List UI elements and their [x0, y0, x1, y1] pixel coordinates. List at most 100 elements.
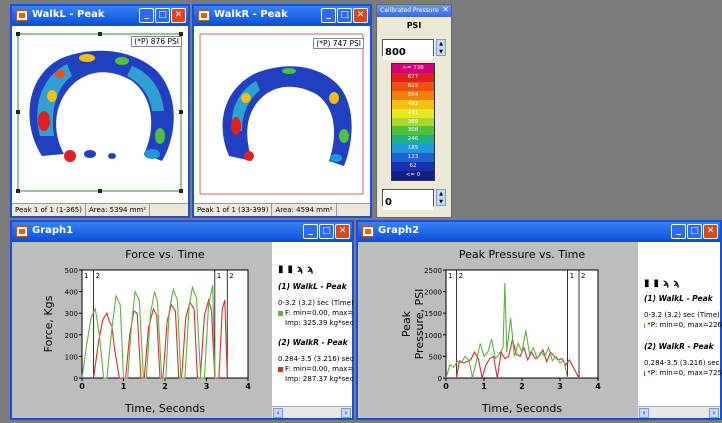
x-tick-label: 4 — [595, 382, 601, 391]
green-swatch — [644, 322, 646, 328]
close-button[interactable]: ✕ — [703, 224, 718, 239]
time-marker-label: 1 — [84, 272, 88, 280]
graph2-titlebar[interactable]: Graph2 _ □ ✕ — [358, 222, 720, 242]
y-tick-label: 400 — [65, 289, 78, 297]
window-title: WalkR - Peak — [214, 9, 288, 20]
scroll-left-button[interactable]: ‹ — [273, 408, 283, 418]
frame-range: Peak 1 of 1 (33-399) — [194, 204, 273, 216]
min-value-spinner[interactable]: ▲ ▼ — [436, 189, 446, 206]
curve-alt-icon[interactable]: ϡ — [673, 278, 684, 289]
graph1-titlebar[interactable]: Graph1 _ □ ✕ — [12, 222, 352, 242]
close-button[interactable]: ✕ — [335, 224, 350, 239]
pressure-map-area[interactable]: (*P) 747 PSI — [194, 26, 370, 216]
window-title: Graph1 — [32, 225, 74, 236]
y-tick-label: 200 — [65, 332, 78, 340]
y-tick-label: 100 — [65, 353, 78, 361]
red-swatch — [278, 366, 283, 372]
calibration-legend-window[interactable]: Calibrated Pressure ✕ PSI ▲▼ >= 73867761… — [376, 4, 452, 218]
series-line-1 — [456, 338, 580, 379]
legend-toolbar: ▮▮ϡϡ — [644, 278, 684, 289]
max-value-field[interactable] — [383, 45, 433, 60]
walkl-titlebar[interactable]: WalkL - Peak _ □ ✕ — [12, 6, 188, 26]
x-axis-label: Time, Seconds — [124, 402, 205, 415]
color-scale-band: 246 — [392, 135, 434, 145]
walkl-pressure-map — [16, 32, 183, 193]
chart-title: Force vs. Time — [125, 248, 205, 261]
horizontal-scrollbar[interactable]: ‹ › — [272, 406, 352, 418]
minimize-button[interactable]: _ — [671, 224, 686, 239]
y-tick-label: 500 — [429, 353, 442, 361]
calibration-titlebar[interactable]: Calibrated Pressure ✕ — [377, 5, 451, 17]
time-marker-label: 2 — [581, 272, 585, 280]
y-tick-label: 0 — [74, 375, 78, 383]
horizontal-scrollbar[interactable]: ‹ › — [638, 406, 720, 418]
graph1-legend-panel: ▮▮ϡϡ (1) WalkL - Peak 0-3.2 (3.2) sec (T… — [272, 242, 354, 418]
legend-1-impulse: Imp: 325.39 kg*sec — [285, 319, 354, 327]
legend-1-range: 0-3.2 (3.2) sec (Time) — [644, 311, 720, 319]
contact-area: Area: 5394 mm² — [86, 204, 151, 216]
curve-alt-icon[interactable]: ϡ — [307, 264, 318, 275]
red-swatch — [644, 370, 646, 376]
color-scale-band: 369 — [392, 117, 434, 127]
close-button[interactable]: ✕ — [353, 8, 368, 23]
walkl-window[interactable]: WalkL - Peak _ □ ✕ — [10, 4, 190, 218]
chart-stats-icon[interactable]: ▮▮ — [278, 264, 298, 275]
chart-stats-icon[interactable]: ▮▮ — [644, 278, 664, 289]
x-tick-label: 1 — [121, 382, 127, 391]
scroll-left-button[interactable]: ‹ — [639, 408, 649, 418]
min-value-field[interactable] — [383, 195, 433, 210]
peak-pressure-badge: (*P) 747 PSI — [313, 38, 364, 49]
y-tick-label: 300 — [65, 310, 78, 318]
time-marker-label: 1 — [570, 272, 574, 280]
maximize-button[interactable]: □ — [687, 224, 702, 239]
legend-1-header: (1) WalkL - Peak — [644, 294, 713, 303]
time-marker-label: 2 — [229, 272, 233, 280]
curve-icon[interactable]: ϡ — [297, 264, 308, 275]
minimize-button[interactable]: _ — [321, 8, 336, 23]
time-marker-label: 1 — [448, 272, 452, 280]
max-value-spinner[interactable]: ▲ ▼ — [436, 39, 446, 56]
peak-pressure-chart[interactable]: Peak Pressure vs. Time Time, Seconds PeakP… — [362, 244, 626, 418]
scroll-right-button[interactable]: › — [709, 408, 719, 418]
series-line-2 — [445, 282, 569, 379]
app-icon — [16, 226, 28, 237]
y-tick-label: 2500 — [424, 267, 442, 275]
walkr-window[interactable]: WalkR - Peak _ □ ✕ (*P) 747 PSI Peak 1 o… — [192, 4, 372, 218]
close-button[interactable]: ✕ — [171, 8, 186, 23]
legend-1-header: (1) WalkL - Peak — [278, 282, 347, 291]
time-marker-label: 2 — [96, 272, 100, 280]
series-line-2 — [81, 284, 216, 379]
curve-icon[interactable]: ϡ — [663, 278, 674, 289]
color-scale-band: 492 — [392, 99, 434, 109]
x-tick-label: 3 — [557, 382, 563, 391]
maximize-button[interactable]: □ — [155, 8, 170, 23]
x-tick-label: 4 — [245, 382, 251, 391]
legend-2-header: (2) WalkR - Peak — [278, 338, 348, 347]
green-swatch — [278, 310, 283, 316]
minimize-button[interactable]: _ — [139, 8, 154, 23]
peak-pressure-badge: (*P) 876 PSI — [131, 36, 182, 47]
graph2-legend-panel: ▮▮ϡϡ (1) WalkL - Peak 0-3.2 (3.2) sec (T… — [638, 242, 722, 418]
graph1-window[interactable]: Graph1 _ □ ✕ Force vs. Time Time, Seconds… — [10, 220, 354, 420]
legend-2-range: 0.284-3.5 (3.216) sec (T — [644, 359, 722, 367]
walkr-titlebar[interactable]: WalkR - Peak _ □ ✕ — [194, 6, 370, 26]
maximize-button[interactable]: □ — [337, 8, 352, 23]
x-tick-label: 2 — [162, 382, 168, 391]
pressure-map-area[interactable]: (*P) 876 PSI — [12, 26, 188, 216]
maximize-button[interactable]: □ — [319, 224, 334, 239]
app-icon — [362, 226, 374, 237]
legend-1-pressure: *P: min=0, max=226 — [647, 321, 722, 329]
close-icon[interactable]: ✕ — [442, 5, 449, 14]
status-bar: Peak 1 of 1 (1-365) Area: 5394 mm² — [12, 203, 188, 216]
unit-label: PSI — [406, 21, 422, 30]
scroll-right-button[interactable]: › — [341, 408, 351, 418]
walkr-pressure-map — [199, 33, 364, 195]
time-marker-label: 1 — [217, 272, 221, 280]
minimize-button[interactable]: _ — [303, 224, 318, 239]
y-tick-label: 0 — [438, 375, 442, 383]
frame-range: Peak 1 of 1 (1-365) — [12, 204, 86, 216]
contact-area: Area: 4594 mm² — [272, 204, 337, 216]
graph2-window[interactable]: Graph2 _ □ ✕ Peak Pressure vs. Time Time,… — [356, 220, 722, 420]
plot-area — [81, 269, 249, 379]
